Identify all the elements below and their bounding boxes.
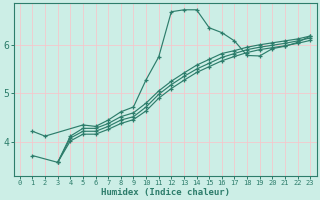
X-axis label: Humidex (Indice chaleur): Humidex (Indice chaleur): [100, 188, 229, 197]
